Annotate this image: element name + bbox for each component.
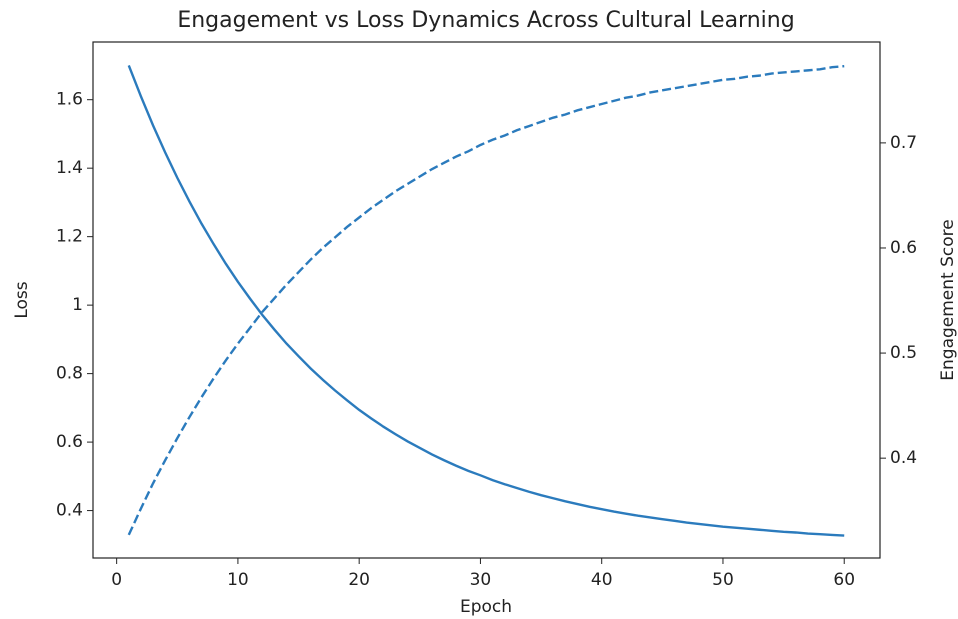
- chart-title: Engagement vs Loss Dynamics Across Cultu…: [177, 8, 794, 33]
- y-tick-label: 1: [72, 295, 83, 315]
- y-tick-label: 0.4: [56, 501, 83, 521]
- y-tick-label: 1.2: [56, 227, 83, 247]
- x-tick-label: 60: [833, 570, 855, 590]
- y2-tick-label: 0.5: [890, 343, 917, 363]
- x-tick-label: 30: [470, 570, 492, 590]
- y-tick-label: 0.6: [56, 432, 83, 452]
- y-tick-label: 1.6: [56, 90, 83, 110]
- x-tick-label: 20: [348, 570, 370, 590]
- y2-axis-label: Engagement Score: [938, 219, 958, 380]
- x-tick-label: 50: [712, 570, 734, 590]
- y2-tick-label: 0.4: [890, 448, 917, 468]
- y-tick-label: 0.8: [56, 364, 83, 384]
- x-tick-label: 40: [591, 570, 613, 590]
- x-axis-label: Epoch: [460, 597, 512, 617]
- y-tick-label: 1.4: [56, 158, 83, 178]
- x-tick-label: 10: [227, 570, 249, 590]
- line-series: [127, 65, 845, 537]
- y-axis-label: Loss: [12, 281, 32, 318]
- line-series: [127, 64, 845, 536]
- y2-tick-label: 0.7: [890, 133, 917, 153]
- x-tick-label: 0: [111, 570, 122, 590]
- y2-tick-label: 0.6: [890, 238, 917, 258]
- plot-frame: [92, 41, 881, 559]
